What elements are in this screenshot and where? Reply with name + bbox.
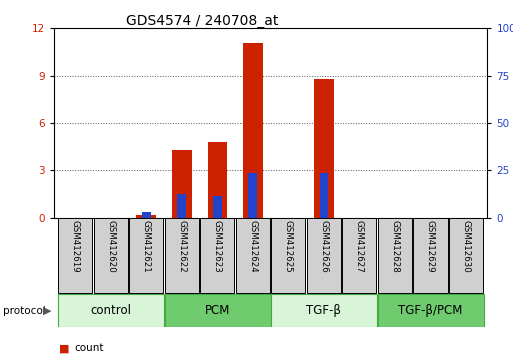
FancyBboxPatch shape xyxy=(271,218,305,293)
Text: ▶: ▶ xyxy=(43,306,51,316)
FancyBboxPatch shape xyxy=(165,294,271,327)
Text: ■: ■ xyxy=(59,343,73,353)
Text: PCM: PCM xyxy=(205,304,230,317)
Bar xyxy=(248,173,257,218)
FancyBboxPatch shape xyxy=(342,218,377,293)
Text: GSM412624: GSM412624 xyxy=(248,220,258,273)
FancyBboxPatch shape xyxy=(449,218,483,293)
FancyBboxPatch shape xyxy=(236,218,270,293)
Text: GSM412623: GSM412623 xyxy=(213,220,222,273)
Text: GSM412619: GSM412619 xyxy=(71,220,80,273)
Text: GSM412629: GSM412629 xyxy=(426,220,435,273)
Bar xyxy=(172,150,191,218)
FancyBboxPatch shape xyxy=(271,294,377,327)
Text: GSM412622: GSM412622 xyxy=(177,220,186,273)
Bar xyxy=(314,79,333,218)
FancyBboxPatch shape xyxy=(200,218,234,293)
Text: GSM412620: GSM412620 xyxy=(106,220,115,273)
FancyBboxPatch shape xyxy=(165,218,199,293)
FancyBboxPatch shape xyxy=(307,218,341,293)
FancyBboxPatch shape xyxy=(58,294,164,327)
Bar xyxy=(136,215,156,218)
Bar xyxy=(142,212,151,218)
Bar xyxy=(243,42,263,218)
Text: count: count xyxy=(74,343,104,353)
Text: GDS4574 / 240708_at: GDS4574 / 240708_at xyxy=(126,14,278,28)
FancyBboxPatch shape xyxy=(413,218,447,293)
Text: TGF-β: TGF-β xyxy=(306,304,342,317)
Bar xyxy=(320,173,328,218)
Text: GSM412627: GSM412627 xyxy=(355,220,364,273)
Text: protocol: protocol xyxy=(3,306,45,316)
FancyBboxPatch shape xyxy=(378,294,484,327)
FancyBboxPatch shape xyxy=(94,218,128,293)
Bar xyxy=(208,142,227,218)
Text: control: control xyxy=(90,304,131,317)
Bar xyxy=(177,194,186,218)
Text: GSM412630: GSM412630 xyxy=(462,220,470,273)
Text: GSM412626: GSM412626 xyxy=(320,220,328,273)
FancyBboxPatch shape xyxy=(378,218,412,293)
Bar xyxy=(213,196,222,218)
FancyBboxPatch shape xyxy=(58,218,92,293)
FancyBboxPatch shape xyxy=(129,218,163,293)
Text: GSM412628: GSM412628 xyxy=(390,220,400,273)
Text: GSM412621: GSM412621 xyxy=(142,220,151,273)
Text: GSM412625: GSM412625 xyxy=(284,220,293,273)
Text: TGF-β/PCM: TGF-β/PCM xyxy=(398,304,463,317)
